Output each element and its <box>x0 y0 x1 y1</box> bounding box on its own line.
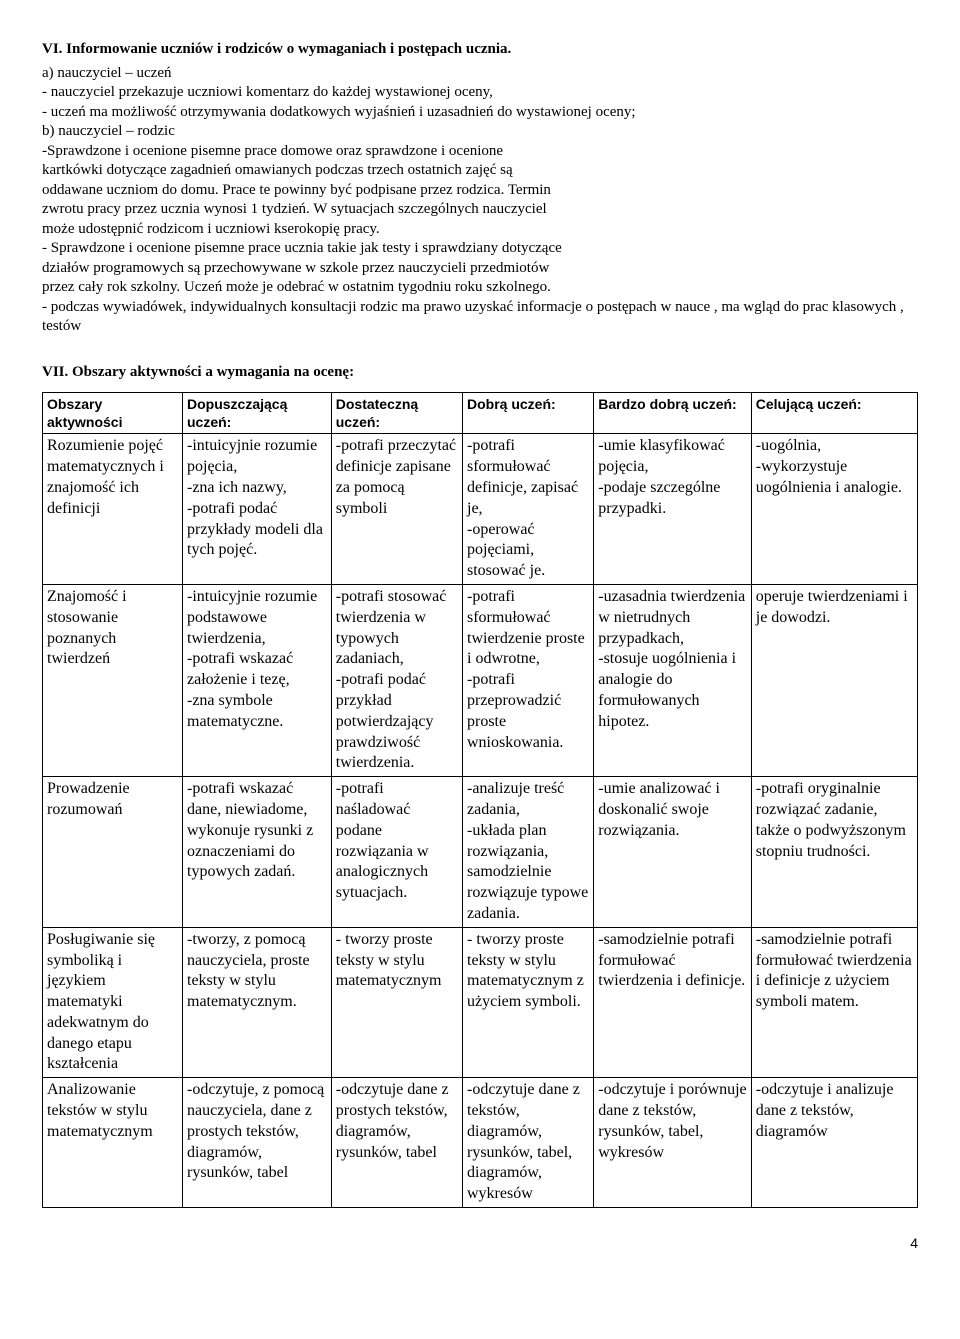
criteria-cell: -intuicyjnie rozumie podstawowe twierdze… <box>183 584 332 776</box>
criteria-cell: -potrafi przeczytać definicje zapisane z… <box>331 434 462 585</box>
criteria-cell: operuje twierdzeniami i je dowodzi. <box>751 584 917 776</box>
criteria-cell: -potrafi sformułować definicje, zapisać … <box>463 434 594 585</box>
criteria-cell: -uzasadnia twierdzenia w nietrudnych prz… <box>594 584 752 776</box>
criteria-cell: -umie analizować i doskonalić swoje rozw… <box>594 777 752 928</box>
criteria-cell: -intuicyjnie rozumie pojęcia, -zna ich n… <box>183 434 332 585</box>
col-header-celujaca: Celującą uczeń: <box>751 393 917 434</box>
criteria-cell: -analizuje treść zadania, -układa plan r… <box>463 777 594 928</box>
criteria-cell: -umie klasyfikować pojęcia, -podaje szcz… <box>594 434 752 585</box>
area-name-cell: Znajomość i stosowanie poznanych twierdz… <box>43 584 183 776</box>
area-name-cell: Analizowanie tekstów w stylu matematyczn… <box>43 1078 183 1208</box>
table-row: Rozumienie pojęć matematycznych i znajom… <box>43 434 918 585</box>
criteria-table: Obszary aktywności Dopuszczającą uczeń: … <box>42 392 918 1208</box>
criteria-cell: -odczytuje dane z tekstów, diagramów, ry… <box>463 1078 594 1208</box>
col-header-areas: Obszary aktywności <box>43 393 183 434</box>
area-name-cell: Posługiwanie się symboliką i językiem ma… <box>43 927 183 1078</box>
criteria-cell: -samodzielnie potrafi formułować twierdz… <box>751 927 917 1078</box>
criteria-cell: -tworzy, z pomocą nauczyciela, proste te… <box>183 927 332 1078</box>
section-6-body: a) nauczyciel – uczeń - nauczyciel przek… <box>42 64 918 337</box>
criteria-cell: -potrafi oryginalnie rozwiązać zadanie, … <box>751 777 917 928</box>
col-header-dobra: Dobrą uczeń: <box>463 393 594 434</box>
criteria-cell: -uogólnia, -wykorzystuje uogólnienia i a… <box>751 434 917 585</box>
table-row: Znajomość i stosowanie poznanych twierdz… <box>43 584 918 776</box>
criteria-cell: -samodzielnie potrafi formułować twierdz… <box>594 927 752 1078</box>
area-name-cell: Rozumienie pojęć matematycznych i znajom… <box>43 434 183 585</box>
section-6-heading: VI. Informowanie uczniów i rodziców o wy… <box>42 40 918 60</box>
criteria-cell: -odczytuje i porównuje dane z tekstów, r… <box>594 1078 752 1208</box>
criteria-cell: -potrafi naśladować podane rozwiązania w… <box>331 777 462 928</box>
criteria-cell: -odczytuje i analizuje dane z tekstów, d… <box>751 1078 917 1208</box>
criteria-cell: - tworzy proste teksty w stylu matematyc… <box>463 927 594 1078</box>
table-row: Analizowanie tekstów w stylu matematyczn… <box>43 1078 918 1208</box>
criteria-cell: - tworzy proste teksty w stylu matematyc… <box>331 927 462 1078</box>
table-header-row: Obszary aktywności Dopuszczającą uczeń: … <box>43 393 918 434</box>
criteria-cell: -odczytuje, z pomocą nauczyciela, dane z… <box>183 1078 332 1208</box>
table-row: Prowadzenie rozumowań-potrafi wskazać da… <box>43 777 918 928</box>
section-7-heading: VII. Obszary aktywności a wymagania na o… <box>42 363 918 383</box>
col-header-bardzo-dobra: Bardzo dobrą uczeń: <box>594 393 752 434</box>
criteria-cell: -odczytuje dane z prostych tekstów, diag… <box>331 1078 462 1208</box>
table-row: Posługiwanie się symboliką i językiem ma… <box>43 927 918 1078</box>
area-name-cell: Prowadzenie rozumowań <box>43 777 183 928</box>
col-header-dopuszczajaca: Dopuszczającą uczeń: <box>183 393 332 434</box>
col-header-dostateczna: Dostateczną uczeń: <box>331 393 462 434</box>
criteria-cell: -potrafi wskazać dane, niewiadome, wykon… <box>183 777 332 928</box>
criteria-cell: -potrafi sformułować twierdzenie proste … <box>463 584 594 776</box>
criteria-cell: -potrafi stosować twierdzenia w typowych… <box>331 584 462 776</box>
page-number: 4 <box>42 1234 918 1252</box>
table-body: Rozumienie pojęć matematycznych i znajom… <box>43 434 918 1208</box>
